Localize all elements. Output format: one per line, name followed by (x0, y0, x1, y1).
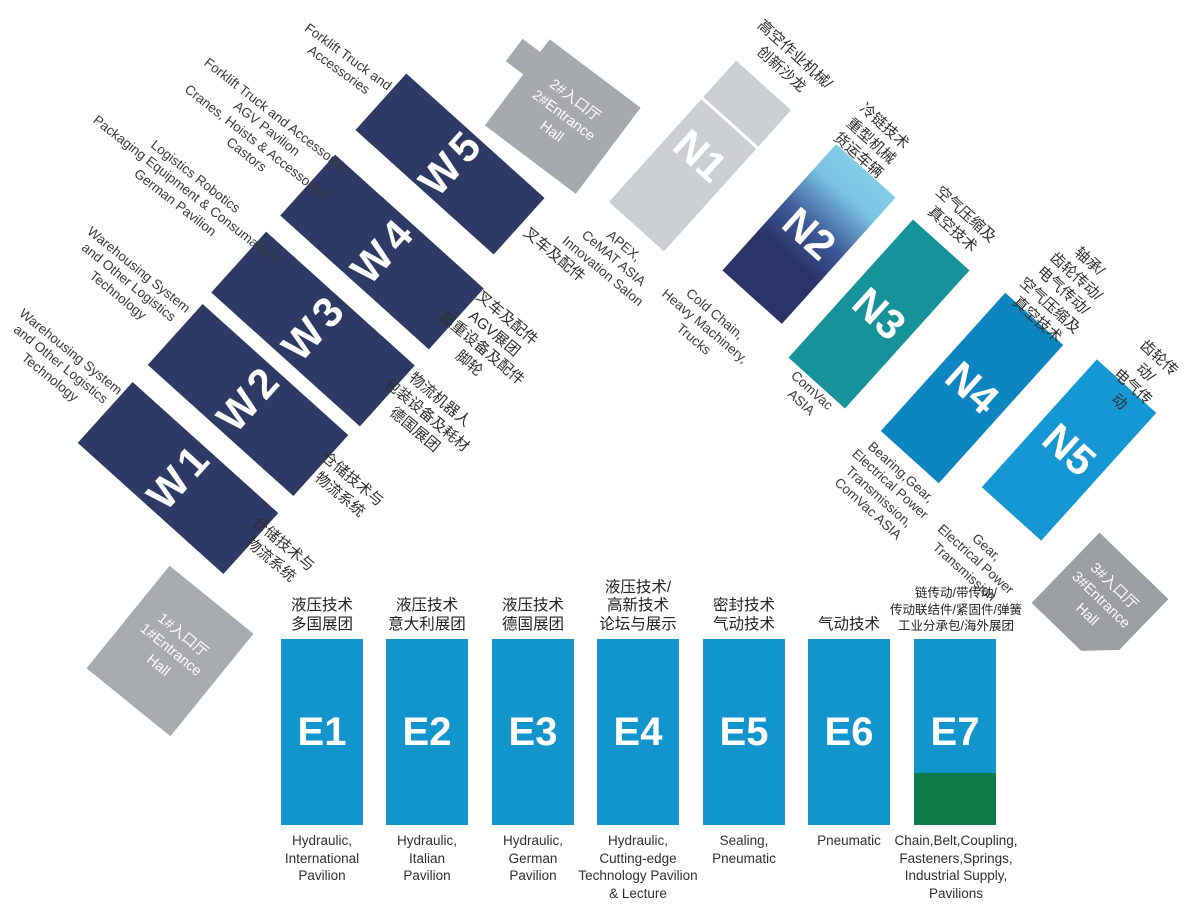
label-w1-en: Warehousing System and Other Logistics T… (10, 305, 126, 407)
label-e5-en: Sealing, Pneumatic (712, 833, 776, 866)
hall-w1-letter: W1 (137, 432, 222, 519)
hall-w3-letter: W3 (272, 283, 357, 370)
entrance-hall-1-label: 1#入口厅 1#Entrance Hall (136, 610, 212, 680)
hall-e3-letter: E3 (508, 710, 558, 754)
hall-e3: E3 (492, 639, 574, 825)
hall-e1: E1 (281, 639, 363, 825)
hall-n3-letter: N3 (843, 278, 916, 350)
label-e1-en: Hydraulic, International Pavilion (284, 833, 360, 884)
hall-e1-letter: E1 (297, 710, 347, 754)
label-e1-cn: 液压技术 多国展团 (290, 597, 354, 633)
entrance-hall-2-label: 2#入口厅 2#Entrance Hall (528, 76, 604, 146)
label-e6-en: Pneumatic (817, 833, 881, 848)
hall-e7-green-zone (914, 773, 996, 825)
label-w2-en: Warehousing System and Other Logistics T… (78, 223, 194, 325)
hall-w4-letter: W4 (341, 206, 426, 293)
label-e7-en: Chain,Belt,Coupling, Fasteners,Springs, … (894, 833, 1018, 901)
hall-e5: E5 (703, 639, 785, 825)
hall-e7: E7 (914, 639, 996, 825)
hall-n1-letter: N1 (664, 120, 737, 192)
hall-n4-letter: N4 (936, 352, 1009, 424)
hall-n5-letter: N5 (1033, 414, 1106, 486)
label-e7-cn: 链传动/带传动/ 传动联结件/紧固件/弹簧 工业分承包/海外展团 (890, 586, 1022, 633)
label-e2-cn: 液压技术 意大利展团 (388, 597, 466, 633)
label-e3-en: Hydraulic, German Pavilion (502, 833, 564, 884)
entrance-hall-3-label: 3#入口厅 3#Entrance Hall (1068, 559, 1142, 632)
hall-e2: E2 (386, 639, 468, 825)
hall-e6-letter: E6 (824, 710, 874, 754)
hall-w5-letter: W5 (409, 118, 494, 205)
hall-e2-letter: E2 (402, 710, 452, 754)
hall-e5-letter: E5 (719, 710, 769, 754)
hall-e6: E6 (808, 639, 890, 825)
label-w5-en: Forklift Truck and Accessories (301, 20, 395, 98)
label-e2-en: Hydraulic, Italian Pavilion (396, 833, 458, 884)
hall-e4: E4 (597, 639, 679, 825)
hall-e4-letter: E4 (613, 710, 663, 754)
entrance-hall-3: 3#入口厅 3#Entrance Hall (1031, 532, 1168, 669)
label-e4-en: Hydraulic, Cutting-edge Technology Pavil… (578, 833, 698, 901)
hall-w2-letter: W2 (207, 354, 292, 441)
entrance-hall-1: 1#入口厅 1#Entrance Hall (86, 565, 254, 737)
hall-n2-letter: N2 (773, 198, 846, 270)
label-e4-cn: 液压技术/ 高新技术 论坛与展示 (599, 579, 677, 633)
label-e3-cn: 液压技术 德国展团 (501, 597, 565, 633)
label-e6-cn: 气动技术 (817, 615, 881, 633)
label-e5-cn: 密封技术 气动技术 (712, 597, 776, 633)
hall-e7-letter: E7 (930, 710, 980, 754)
